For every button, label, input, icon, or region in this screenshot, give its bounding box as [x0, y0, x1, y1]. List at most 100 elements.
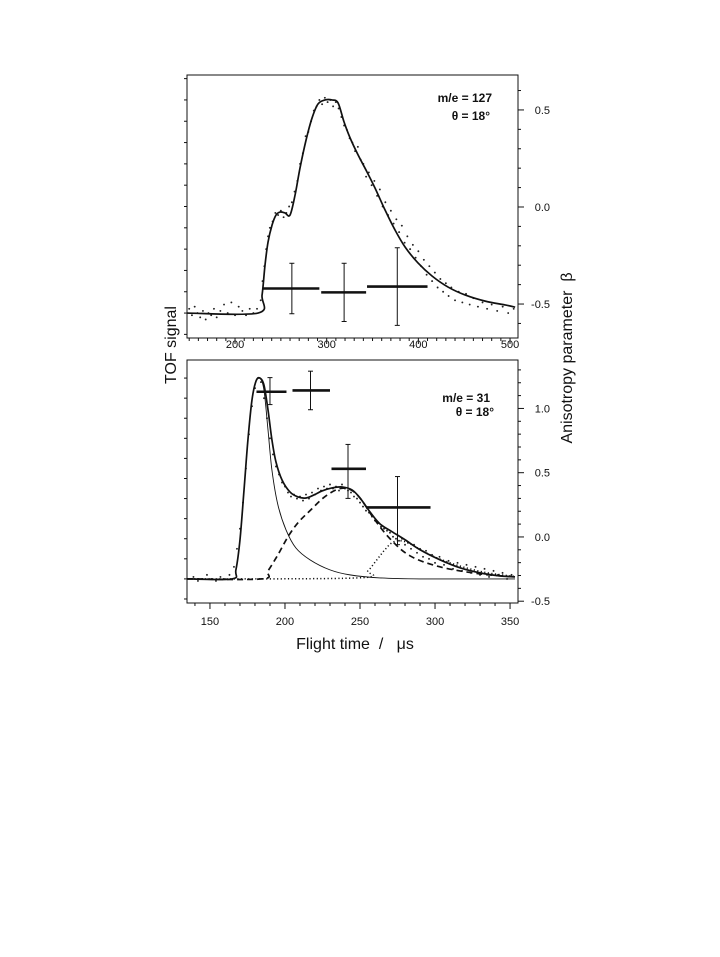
data-point — [302, 499, 304, 502]
data-point — [263, 397, 265, 400]
data-point — [433, 271, 436, 274]
data-point — [274, 211, 277, 214]
data-point — [290, 201, 293, 204]
data-point — [373, 179, 376, 182]
data-point — [428, 265, 431, 268]
data-point — [447, 559, 450, 562]
data-point — [386, 529, 388, 532]
y-right-tick-label: 0.5 — [535, 468, 550, 480]
panel-bottom: 150 200 250 300 350 -0.5 0.0 0.5 1.0 — [184, 359, 550, 628]
data-point — [483, 567, 486, 570]
data-point — [188, 307, 191, 310]
data-point — [353, 495, 355, 498]
data-point — [389, 531, 391, 534]
fit-curve-solid-thick — [187, 376, 516, 581]
data-point — [486, 307, 489, 310]
data-point — [465, 563, 468, 566]
data-point — [362, 505, 364, 508]
beta-error-bar — [292, 370, 330, 411]
bottom-panel-angle-label: θ = 18° — [456, 405, 495, 419]
data-point — [248, 307, 251, 310]
data-point — [456, 561, 459, 564]
data-point — [417, 250, 420, 253]
data-point — [434, 561, 436, 564]
data-point — [269, 437, 271, 440]
data-point — [233, 565, 235, 568]
data-point — [442, 290, 445, 293]
data-point — [329, 483, 331, 486]
data-point — [406, 235, 409, 238]
data-point — [422, 555, 424, 558]
data-point — [228, 573, 231, 576]
panel-top: 200 300 400 500 -0.5 0.0 0.5 — [184, 74, 550, 351]
x-tick-label: 350 — [501, 616, 519, 628]
y-right-tick-label: -0.5 — [531, 596, 550, 608]
data-point — [323, 485, 325, 488]
x-tick-label: 400 — [409, 339, 427, 351]
data-point — [202, 309, 204, 312]
data-point — [501, 305, 504, 308]
data-point — [436, 286, 439, 289]
data-point — [443, 563, 445, 566]
plot-area — [187, 96, 516, 321]
y-right-tick-label: 1.0 — [535, 403, 550, 415]
x-tick-label: 250 — [351, 616, 369, 628]
data-point — [428, 557, 430, 560]
data-point — [356, 145, 359, 148]
data-point — [204, 318, 207, 321]
data-point — [409, 248, 412, 251]
data-point — [496, 309, 499, 312]
y-right-axis-title: Anisotropy parameter β — [559, 272, 576, 443]
beta-error-bar — [256, 377, 287, 406]
data-point — [395, 218, 398, 221]
data-point — [311, 491, 313, 494]
data-point — [259, 299, 262, 302]
data-point — [213, 307, 215, 310]
beta-error-bar — [331, 443, 367, 499]
data-point — [256, 307, 258, 310]
data-point — [290, 495, 292, 498]
data-point — [512, 307, 515, 310]
data-point — [510, 573, 513, 576]
data-point — [192, 575, 195, 578]
data-point — [425, 273, 428, 276]
data-point — [230, 301, 233, 304]
data-point — [416, 551, 418, 554]
y-left-axis-title: TOF signal — [163, 306, 180, 384]
data-point — [404, 543, 406, 546]
fit-curve-dashed — [187, 487, 516, 581]
y-right-tick-label: 0.0 — [535, 532, 550, 544]
x-tick-label: 300 — [426, 616, 444, 628]
x-tick-label: 150 — [201, 616, 219, 628]
data-point — [296, 497, 298, 500]
x-tick-label: 200 — [226, 339, 244, 351]
data-point — [403, 241, 406, 244]
data-point — [332, 105, 335, 108]
data-point — [338, 489, 340, 492]
data-point — [370, 184, 373, 187]
data-point — [392, 535, 394, 538]
data-point — [474, 565, 477, 568]
data-point — [400, 224, 403, 227]
data-point — [365, 175, 368, 178]
panels: 200 300 400 500 -0.5 0.0 0.5 150 200 250 300 350 -0.… — [184, 74, 550, 628]
data-point — [422, 258, 425, 261]
x-tick-label: 200 — [276, 616, 294, 628]
data-point — [241, 309, 244, 312]
data-point — [431, 280, 434, 283]
beta-error-bar — [366, 476, 431, 546]
data-point — [199, 316, 202, 319]
data-point — [414, 256, 417, 259]
data-point — [318, 98, 321, 101]
data-point — [359, 501, 361, 504]
data-point — [398, 539, 400, 542]
data-point — [323, 96, 326, 99]
fit-curve-solid-thick — [187, 98, 516, 316]
y-right-tick-label: 0.5 — [535, 105, 550, 117]
data-point — [383, 527, 385, 530]
beta-error-bar — [321, 262, 367, 323]
data-point — [288, 205, 291, 208]
data-point — [191, 314, 193, 317]
data-point — [237, 305, 240, 308]
